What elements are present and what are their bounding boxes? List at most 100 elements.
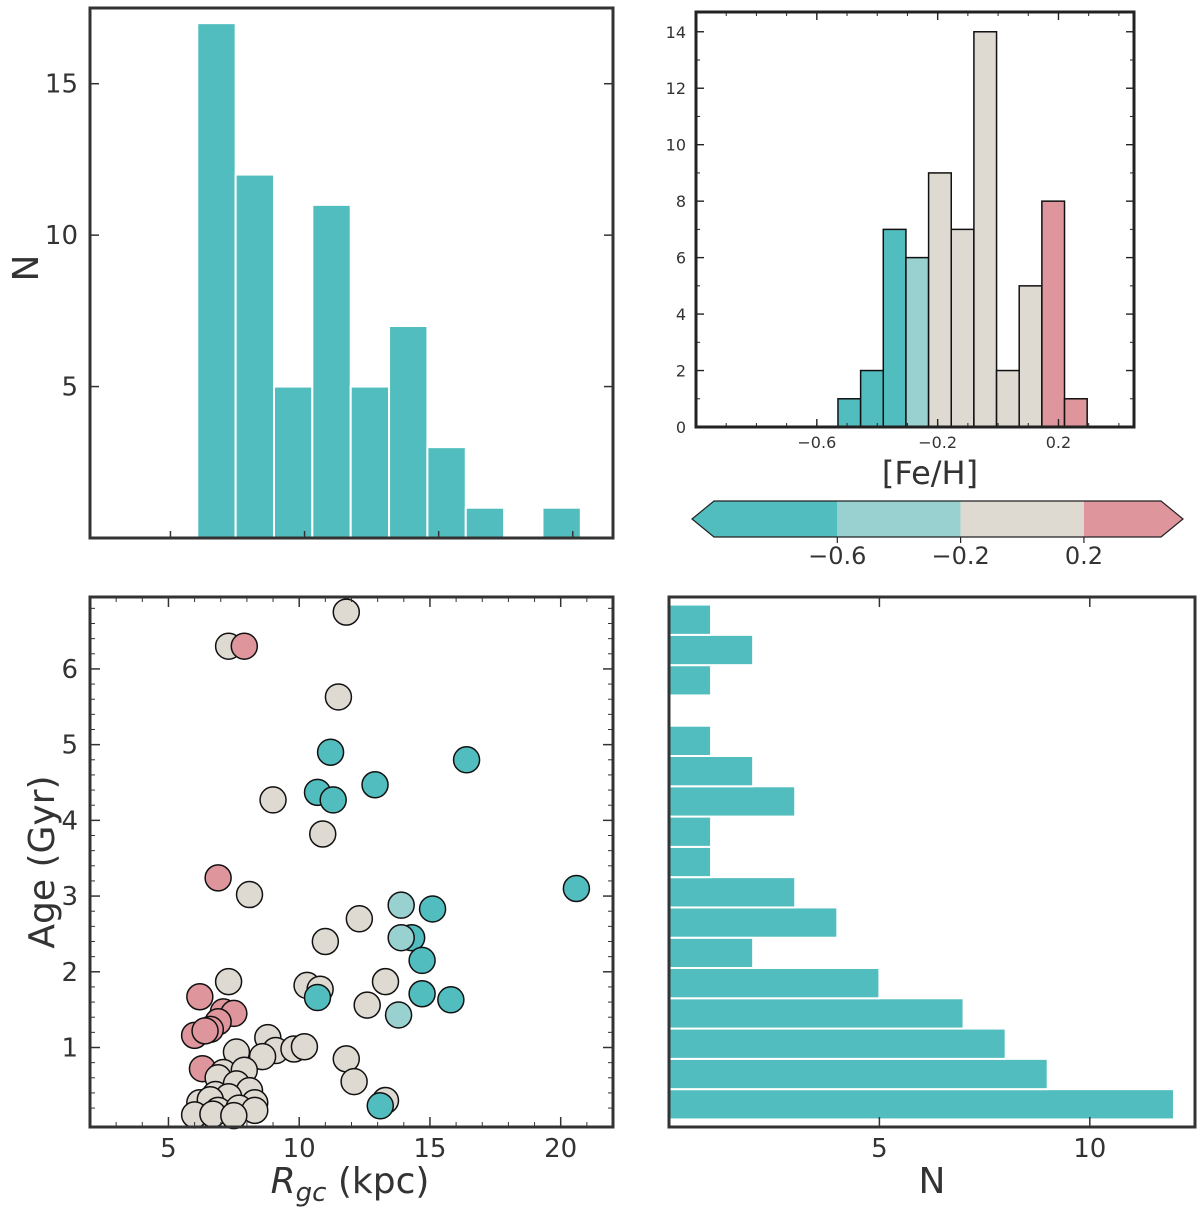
x-tick-label: 20 <box>544 1134 577 1164</box>
x-tick-label: −0.6 <box>797 433 836 452</box>
rgc-bar <box>196 22 237 539</box>
scatter-point <box>387 923 415 952</box>
colorbar-tick-label: 0.2 <box>1065 542 1103 570</box>
feh-bar <box>950 228 975 428</box>
feh-histogram-bars <box>837 31 1088 428</box>
rgc-histogram-panel: 5 10 15 N <box>6 6 615 540</box>
age-bar <box>668 633 755 667</box>
colorbar-extend-low <box>692 501 714 537</box>
feh-colorbar: −0.6 −0.2 0.2 <box>691 500 1184 570</box>
y-tick-label: 2 <box>676 362 686 381</box>
age-rgc-scatter-panel: 5 10 15 20 1 2 3 4 5 6 Age (Gyr) Rgc (kpc) <box>22 595 615 1208</box>
rgc-bar <box>464 506 506 540</box>
scatter-point <box>408 979 436 1008</box>
scatter-point <box>311 927 340 956</box>
y-tick-label: 5 <box>61 373 78 403</box>
scatter-point <box>324 683 353 711</box>
age-rgc-scatter-ylabel: Age (Gyr) <box>22 775 63 948</box>
age-bar <box>668 967 881 1000</box>
y-tick-label: 4 <box>61 806 78 836</box>
y-tick-label: 4 <box>676 305 686 324</box>
age-bar <box>668 755 755 788</box>
feh-bar <box>927 172 952 428</box>
colorbar-tick-label: −0.2 <box>931 542 989 570</box>
x-tick-label: 10 <box>283 1134 316 1164</box>
feh-bar <box>1063 398 1088 428</box>
y-tick-label: 2 <box>61 958 78 988</box>
colorbar-segment <box>1083 501 1161 537</box>
scatter-point <box>186 983 214 1011</box>
scatter-point <box>332 598 361 626</box>
rgc-histogram-frame <box>88 6 615 540</box>
scatter-point <box>384 1001 413 1029</box>
y-tick-label: 10 <box>666 136 686 155</box>
age-histogram-bars <box>668 603 1175 1121</box>
y-tick-label: 14 <box>666 23 686 42</box>
scatter-point <box>230 632 259 660</box>
scatter-point <box>204 864 232 892</box>
y-tick-label: 5 <box>61 731 78 761</box>
feh-bar <box>837 398 862 428</box>
age-bar <box>668 1027 1007 1060</box>
rgc-histogram-bars <box>196 22 582 540</box>
scatter-point <box>437 986 465 1014</box>
x-tick-label: 15 <box>413 1134 446 1164</box>
x-tick-label: 10 <box>1073 1134 1106 1164</box>
feh-bar <box>882 228 907 428</box>
scatter-point <box>316 738 345 766</box>
feh-histogram-xlabel: [Fe/H] <box>882 454 978 492</box>
x-tick-label: 5 <box>160 1134 177 1164</box>
xlabel-main: R <box>271 1161 296 1202</box>
y-tick-label: 15 <box>45 70 78 100</box>
xlabel-unit: (kpc) <box>326 1161 429 1202</box>
rgc-histogram-ylabel: N <box>6 255 47 282</box>
y-tick-label: 6 <box>61 655 78 685</box>
age-histogram-xlabel: N <box>919 1161 946 1202</box>
scatter-point <box>452 746 481 774</box>
x-tick-label: 5 <box>871 1134 888 1164</box>
feh-bar <box>1041 200 1066 428</box>
feh-histogram-panel: 0 2 4 6 8 10 12 14 −0.6 −0.2 0.2 [Fe/H] <box>666 10 1136 492</box>
rgc-bar <box>541 506 582 540</box>
colorbar-tick-label: −0.6 <box>808 542 866 570</box>
scatter-point <box>308 820 337 848</box>
age-rgc-scatter-ticks: 5 10 15 20 1 2 3 4 5 6 <box>61 597 613 1164</box>
scatter-point <box>562 874 591 903</box>
y-tick-label: 12 <box>666 79 686 98</box>
age-rgc-scatter-points <box>180 598 591 1130</box>
xlabel-sub: gc <box>296 1178 327 1208</box>
rgc-bar <box>272 385 314 540</box>
feh-bar <box>973 31 998 428</box>
scatter-point <box>408 946 436 975</box>
scatter-point <box>235 880 264 909</box>
age-bar <box>668 724 713 758</box>
scatter-point <box>361 771 389 799</box>
scatter-point <box>340 1067 368 1096</box>
y-tick-label: 10 <box>45 221 78 251</box>
feh-bar <box>905 256 930 428</box>
scatter-point <box>345 905 374 933</box>
age-rgc-scatter-xlabel: Rgc (kpc) <box>271 1161 430 1208</box>
age-bar <box>668 815 713 848</box>
y-tick-label: 1 <box>61 1034 78 1064</box>
rgc-bar <box>349 385 391 540</box>
rgc-bar <box>388 325 429 539</box>
colorbar-segment <box>714 501 838 537</box>
feh-bar <box>859 369 885 428</box>
age-bar <box>668 1057 1049 1091</box>
scatter-point <box>366 1092 395 1120</box>
age-bar <box>668 936 755 970</box>
age-bar <box>668 997 965 1030</box>
y-tick-label: 8 <box>676 192 686 211</box>
age-histogram-frame <box>667 595 1197 1129</box>
scatter-point <box>319 786 347 814</box>
scatter-point <box>303 983 332 1012</box>
scatter-point <box>387 891 415 919</box>
scatter-point <box>191 1017 219 1045</box>
y-tick-label: 3 <box>61 882 78 912</box>
age-histogram-ticks: 5 10 <box>871 597 1106 1164</box>
y-tick-label: 6 <box>676 249 686 268</box>
age-rgc-scatter-frame <box>88 595 615 1129</box>
scatter-point <box>371 967 400 996</box>
rgc-histogram-ticks: 5 10 15 <box>45 70 613 538</box>
